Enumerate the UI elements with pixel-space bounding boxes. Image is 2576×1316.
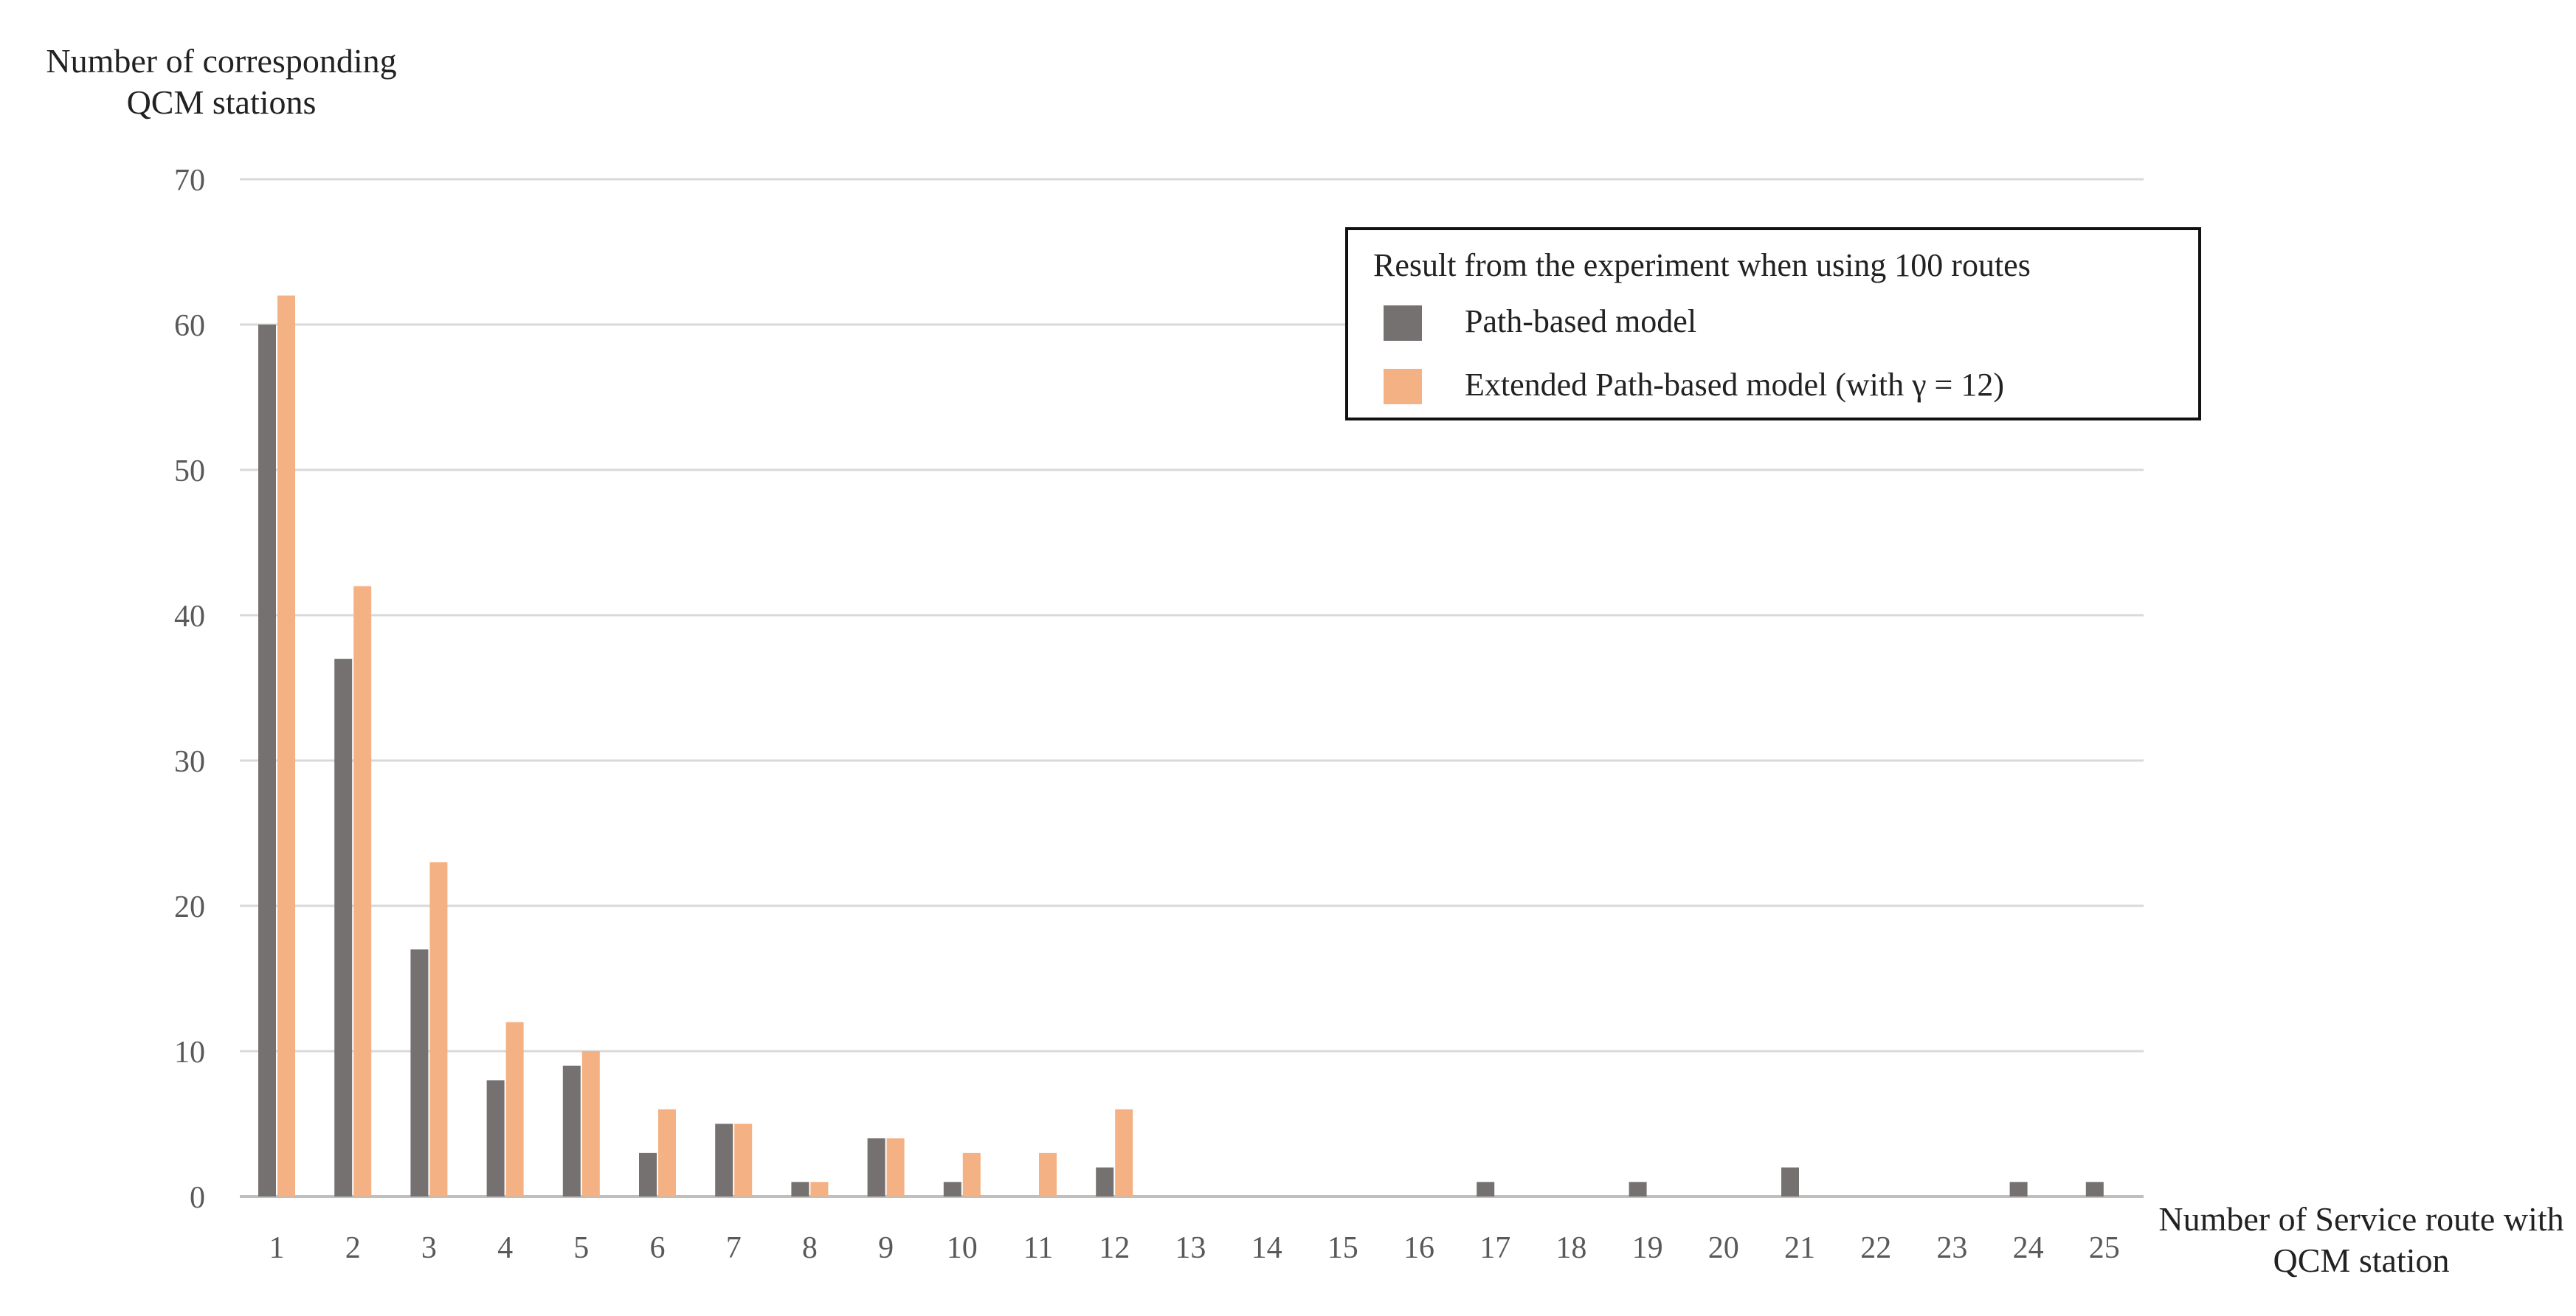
- bar-extended-8: [810, 1182, 829, 1196]
- bar-path-based-1: [258, 325, 276, 1196]
- x-axis-label: Number of Service route with QCM station: [2158, 1200, 2564, 1279]
- x-tick-label: 1: [269, 1231, 285, 1265]
- x-tick-label: 6: [650, 1231, 666, 1265]
- bar-path-based-19: [1629, 1182, 1647, 1196]
- x-tick-label: 22: [1860, 1231, 1891, 1265]
- x-tick-label: 7: [726, 1231, 742, 1265]
- x-tick-label: 5: [573, 1231, 589, 1265]
- bar-extended-4: [505, 1022, 524, 1196]
- y-tick-label: 30: [174, 745, 205, 779]
- x-tick-label: 9: [878, 1231, 894, 1265]
- y-tick-labels: 0 10 20 30 40 50 60 70: [174, 164, 205, 1215]
- bar-path-based-3: [410, 949, 429, 1196]
- bar-path-based-10: [943, 1182, 961, 1196]
- x-tick-label: 14: [1251, 1231, 1282, 1265]
- legend-title: Result from the experiment when using 10…: [1373, 247, 2031, 283]
- bar-path-based-12: [1096, 1167, 1114, 1196]
- bar-extended-3: [429, 862, 448, 1196]
- x-tick-label: 16: [1403, 1231, 1434, 1265]
- x-tick-label: 20: [1708, 1231, 1739, 1265]
- bar-path-based-17: [1477, 1182, 1495, 1196]
- y-tick-label: 60: [174, 309, 205, 343]
- y-tick-label: 50: [174, 454, 205, 488]
- y-tick-label: 20: [174, 890, 205, 924]
- bar-path-based-9: [867, 1138, 885, 1196]
- x-tick-label: 12: [1099, 1231, 1130, 1265]
- bar-path-based-21: [1781, 1167, 1799, 1196]
- bar-path-based-7: [715, 1123, 733, 1196]
- x-tick-label: 25: [2089, 1231, 2120, 1265]
- bar-extended-10: [962, 1152, 981, 1196]
- bar-extended-6: [658, 1109, 676, 1196]
- legend-swatch-path-based: [1384, 305, 1422, 341]
- x-tick-label: 13: [1175, 1231, 1206, 1265]
- y-axis-label: Number of corresponding QCM stations: [46, 42, 397, 121]
- bar-path-based-5: [562, 1065, 581, 1196]
- x-tick-label: 24: [2013, 1231, 2044, 1265]
- bar-path-based-4: [486, 1080, 505, 1196]
- x-tick-label: 23: [1936, 1231, 1967, 1265]
- bar-extended-11: [1039, 1152, 1057, 1196]
- bar-extended-2: [353, 586, 372, 1196]
- legend-label-path-based: Path-based model: [1465, 303, 1697, 339]
- gridlines: [240, 178, 2144, 1198]
- y-tick-label: 70: [174, 164, 205, 198]
- y-tick-label: 0: [190, 1181, 205, 1215]
- x-tick-label: 17: [1479, 1231, 1510, 1265]
- x-tick-label: 15: [1327, 1231, 1358, 1265]
- x-tick-label: 11: [1023, 1231, 1053, 1265]
- bar-extended-9: [886, 1138, 905, 1196]
- legend-swatch-extended: [1384, 369, 1422, 404]
- bar-path-based-25: [2085, 1182, 2104, 1196]
- bar-path-based-8: [791, 1182, 809, 1196]
- x-tick-label: 21: [1784, 1231, 1815, 1265]
- legend: Result from the experiment when using 10…: [1345, 227, 2201, 420]
- y-tick-label: 10: [174, 1036, 205, 1070]
- bars: [258, 295, 2104, 1197]
- bar-extended-12: [1115, 1109, 1133, 1196]
- bar-path-based-6: [639, 1152, 657, 1196]
- x-tick-label: 19: [1632, 1231, 1663, 1265]
- bar-path-based-24: [2009, 1182, 2028, 1196]
- bar-extended-7: [734, 1123, 753, 1196]
- bar-extended-5: [581, 1051, 600, 1196]
- bar-path-based-2: [334, 659, 353, 1196]
- y-tick-label: 40: [174, 600, 205, 634]
- x-tick-label: 10: [947, 1231, 978, 1265]
- x-tick-labels: 1 2 3 4 5 6 7 8 9 10 11 12 13 14 15 16 17 18 19 20 21 22 23 24 2…: [269, 1231, 2120, 1265]
- legend-label-extended: Extended Path-based model (with γ = 12): [1465, 367, 2004, 403]
- x-tick-label: 8: [802, 1231, 818, 1265]
- bar-extended-1: [277, 295, 295, 1197]
- x-tick-label: 2: [345, 1231, 361, 1265]
- x-tick-label: 3: [421, 1231, 437, 1265]
- x-tick-label: 18: [1555, 1231, 1586, 1265]
- x-tick-label: 4: [497, 1231, 513, 1265]
